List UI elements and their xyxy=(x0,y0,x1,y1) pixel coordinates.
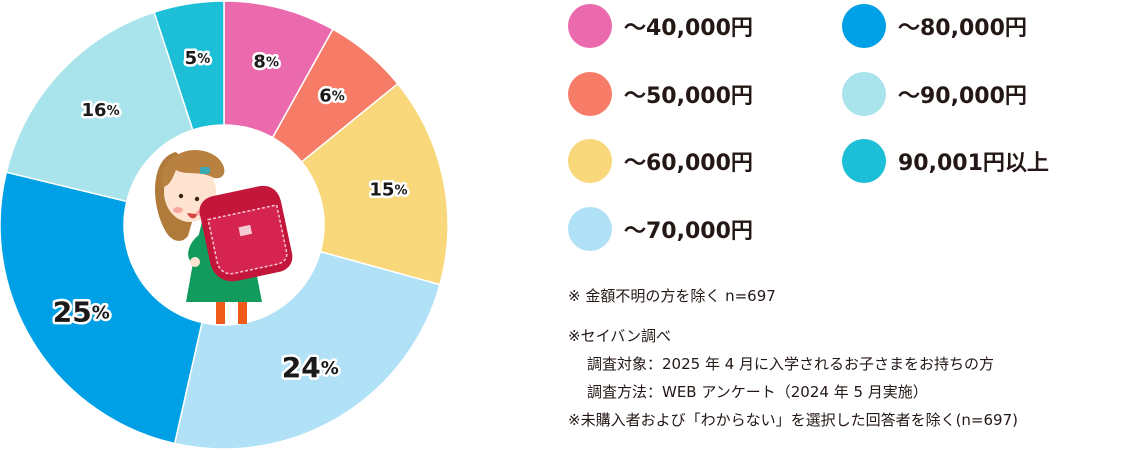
legend-swatch xyxy=(842,139,886,183)
legend-label: ～40,000円 xyxy=(624,16,753,41)
note-source: ※セイバン調べ xyxy=(568,327,672,345)
randoseru-backpack xyxy=(199,185,293,282)
donut-slices xyxy=(0,0,449,450)
legend-label: 90,001円以上 xyxy=(898,151,1049,176)
note-exclusion: ※未購入者および「わからない」を選択した回答者を除く(n=697) xyxy=(568,411,1018,429)
center-illustration xyxy=(155,150,293,324)
donut-chart: 8% 6% 15% 24% 25% 16% 5% xyxy=(0,0,449,450)
legend: ～40,000円 ～50,000円 ～60,000円 ～70,000円 ～80,… xyxy=(568,0,1129,260)
legend-swatch xyxy=(568,4,612,48)
slice-value-label: 6% xyxy=(319,85,345,106)
legend-label: ～50,000円 xyxy=(624,84,753,109)
legend-item-80000: ～80,000円 xyxy=(842,3,1027,49)
slice-value-label: 8% xyxy=(253,51,279,72)
footnotes: ※ 金額不明の方を除く n=697 ※セイバン調べ 調査対象：2025 年 4 … xyxy=(568,282,1128,434)
legend-item-40000: ～40,000円 xyxy=(568,3,753,49)
slice-value-label: 25% xyxy=(53,296,110,329)
legend-swatch xyxy=(568,139,612,183)
slice-value-label: 15% xyxy=(369,180,407,201)
legend-item-70000: ～70,000円 xyxy=(568,206,753,252)
legend-swatch xyxy=(842,72,886,116)
legend-swatch xyxy=(568,72,612,116)
legend-item-90001-plus: 90,001円以上 xyxy=(842,138,1049,184)
legend-label: ～80,000円 xyxy=(898,16,1027,41)
slice-value-label: 16% xyxy=(82,100,120,121)
legend-swatch xyxy=(568,207,612,251)
slice-value-label: 24% xyxy=(282,351,339,384)
note-survey-target: 調査対象：2025 年 4 月に入学されるお子さまをお持ちの方 xyxy=(587,355,995,373)
legend-item-90000: ～90,000円 xyxy=(842,71,1027,117)
legend-item-50000: ～50,000円 xyxy=(568,71,753,117)
legend-label: ～70,000円 xyxy=(624,219,753,244)
legend-label: ～90,000円 xyxy=(898,84,1027,109)
note-survey-method: 調査方法：WEB アンケート（2024 年 5 月実施） xyxy=(587,383,928,401)
legend-item-60000: ～60,000円 xyxy=(568,138,753,184)
slice-value-label: 5% xyxy=(185,48,211,69)
legend-swatch xyxy=(842,4,886,48)
legend-label: ～60,000円 xyxy=(624,151,753,176)
note-sample-size: ※ 金額不明の方を除く n=697 xyxy=(568,287,776,305)
slice-labels: 8% 6% 15% 24% 25% 16% 5% xyxy=(50,46,410,387)
